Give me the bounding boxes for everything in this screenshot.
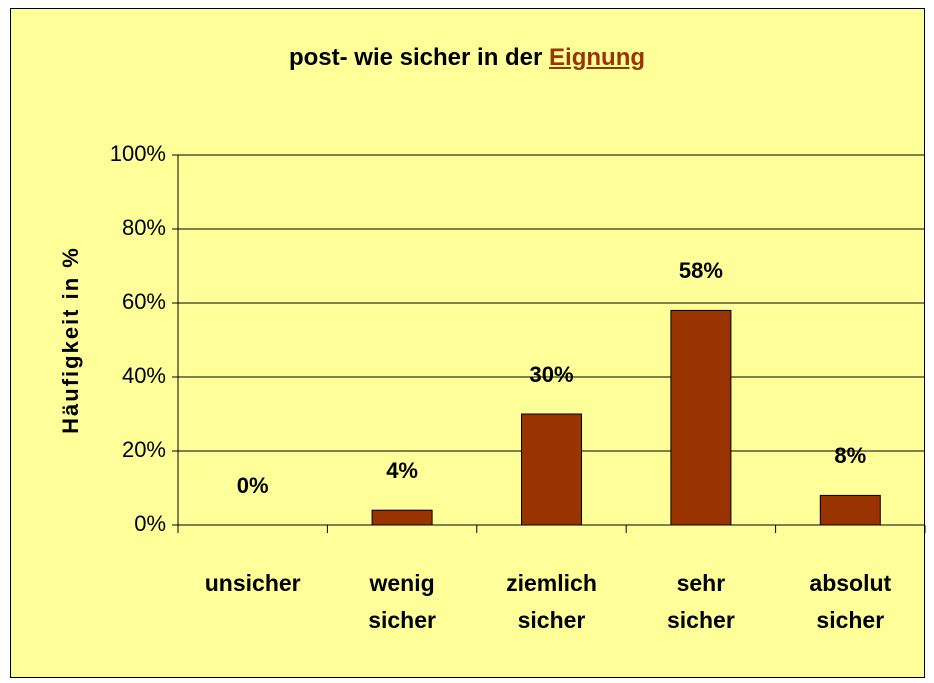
data-label: 4%: [386, 458, 418, 483]
x-tick-label: ziemlich sicher: [506, 570, 597, 633]
y-tick-label: 20%: [122, 437, 166, 462]
x-tick-label: sehr sicher: [667, 570, 735, 633]
bar: [521, 413, 582, 526]
y-tick-label: 80%: [122, 215, 166, 240]
x-tick-label: unsicher: [204, 570, 301, 596]
y-tick-label: 100%: [110, 141, 166, 166]
title-emphasis: Eignung: [549, 44, 646, 71]
data-label: 0%: [237, 473, 269, 498]
x-tick-label: absolut sicher: [809, 570, 892, 633]
data-label: 58%: [679, 258, 723, 283]
y-tick-label: 40%: [122, 363, 166, 388]
data-label: 30%: [529, 362, 573, 387]
bar: [371, 509, 433, 526]
y-tick-label: 60%: [122, 289, 166, 314]
y-tick-label: 0%: [134, 511, 166, 536]
chart-panel: [10, 8, 925, 678]
chart-title: post- wie sicher in der Eignung: [0, 44, 934, 72]
bar: [819, 494, 881, 526]
data-label: 8%: [834, 443, 866, 468]
y-axis-label: Häufigkeit in %: [58, 246, 83, 434]
x-tick-label: wenig sicher: [368, 570, 436, 633]
title-text: post- wie sicher in der: [288, 44, 543, 71]
bar: [670, 309, 732, 526]
